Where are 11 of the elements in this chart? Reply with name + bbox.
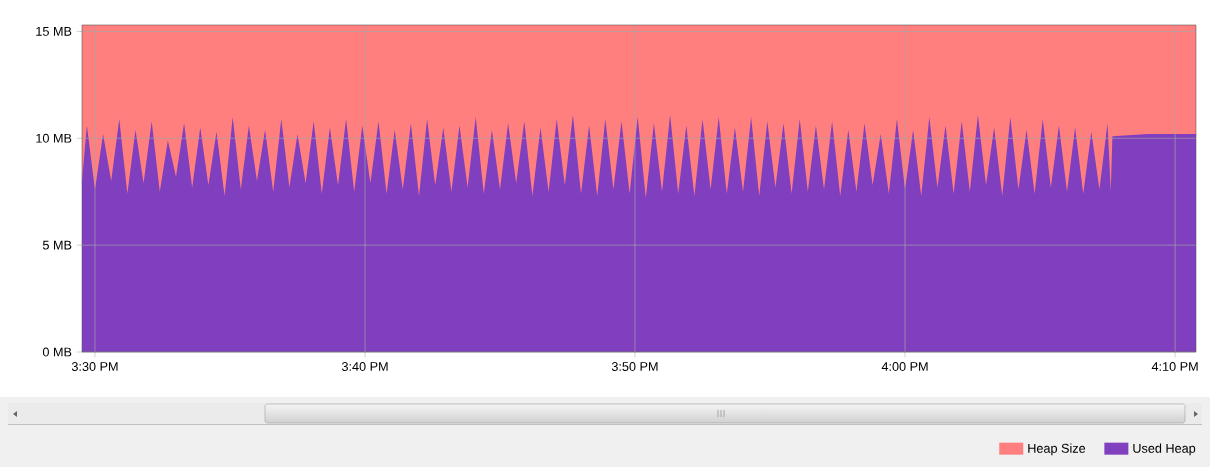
y-tick-label: 15 MB [36, 26, 72, 36]
x-tick-label: 3:30 PM [71, 362, 118, 371]
x-tick-label: 4:00 PM [881, 362, 928, 371]
x-tick-label: 3:50 PM [611, 362, 658, 371]
legend-label: Heap Size [1028, 443, 1086, 456]
legend-label: Used Heap [1133, 443, 1196, 456]
y-tick-label: 5 MB [42, 240, 72, 250]
y-tick-label: 0 MB [42, 347, 72, 357]
x-tick-label: 4:10 PM [1151, 362, 1198, 371]
y-tick-label: 10 MB [36, 133, 72, 143]
x-tick-label: 3:40 PM [341, 362, 388, 371]
